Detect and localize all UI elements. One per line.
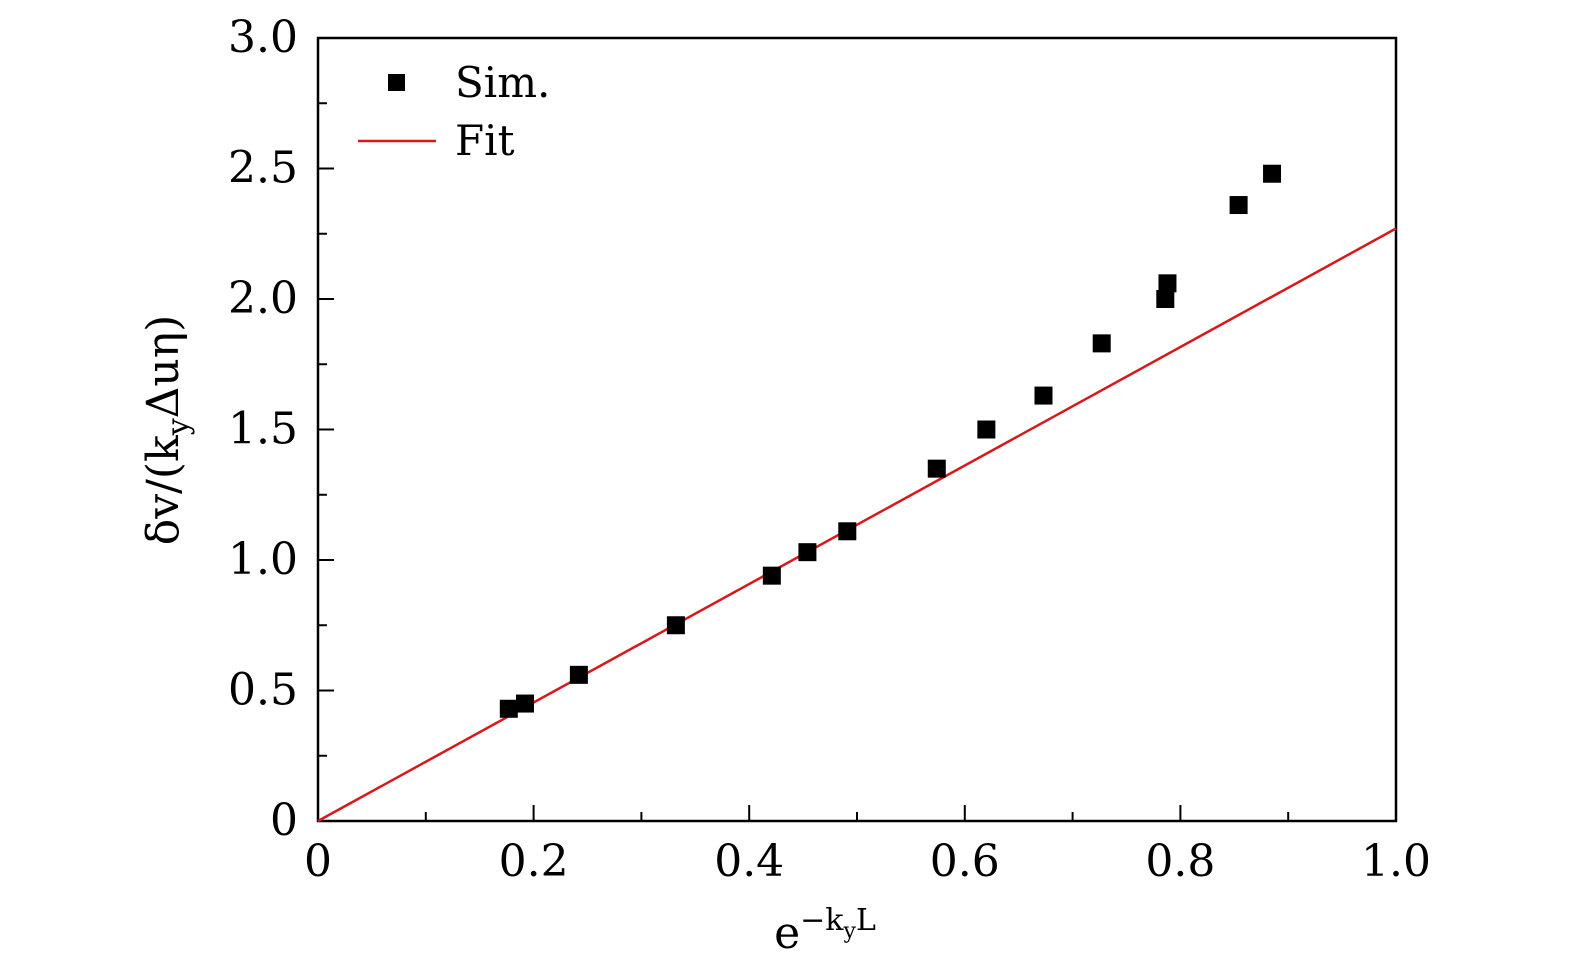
sim-point xyxy=(515,694,534,713)
y-axis-label-tail: Δuη) xyxy=(138,315,189,419)
sim-point xyxy=(838,522,857,541)
y-axis-label-sub: y xyxy=(161,418,196,436)
legend-marker-sim xyxy=(388,74,405,91)
y-axis-label: δv/(kyΔuη) xyxy=(138,315,196,546)
sim-point xyxy=(1034,386,1053,405)
sim-point xyxy=(666,616,685,635)
sim-point xyxy=(499,699,518,718)
y-tick-label: 2.0 xyxy=(228,273,298,324)
y-axis-label-base: δv/(k xyxy=(138,435,189,545)
sim-point xyxy=(1156,290,1175,308)
y-tick-label: 1.0 xyxy=(228,534,298,585)
sim-point xyxy=(569,665,588,684)
x-axis-label-exponent: −k xyxy=(800,903,844,938)
y-tick-label: 1.5 xyxy=(228,404,298,455)
x-tick-label: 0.6 xyxy=(930,836,1000,887)
sim-point xyxy=(927,459,946,478)
y-tick-label: 2.5 xyxy=(228,143,298,194)
y-tick-label: 0.5 xyxy=(228,665,298,716)
sim-point xyxy=(798,543,817,562)
sim-point xyxy=(977,420,996,439)
x-axis-label: e−kyL xyxy=(774,903,876,959)
series-layer xyxy=(317,164,1397,823)
x-axis-ticks xyxy=(317,805,1397,821)
fit-line xyxy=(317,227,1397,823)
sim-point xyxy=(1263,164,1282,183)
y-axis-ticks xyxy=(318,37,334,822)
sim-point xyxy=(762,566,781,585)
legend: Sim. Fit xyxy=(358,58,550,165)
sim-point xyxy=(1092,334,1111,353)
y-tick-label: 0 xyxy=(270,795,298,846)
x-tick-label: 0 xyxy=(304,836,332,887)
x-axis-label-exponent-tail: L xyxy=(856,903,876,938)
sim-point xyxy=(1229,196,1248,215)
x-axis-label-base: e xyxy=(774,908,800,959)
x-axis-label-exponent-sub: y xyxy=(843,919,857,944)
sim-point xyxy=(1158,274,1177,293)
x-tick-label: 1.0 xyxy=(1361,836,1431,887)
x-tick-label: 0.2 xyxy=(499,836,569,887)
legend-label-sim: Sim. xyxy=(455,58,550,107)
x-axis-tick-labels: 0 0.2 0.4 0.6 0.8 1.0 xyxy=(304,836,1431,887)
x-tick-label: 0.8 xyxy=(1145,836,1215,887)
x-tick-label: 0.4 xyxy=(714,836,784,887)
legend-label-fit: Fit xyxy=(455,116,515,165)
y-tick-label: 3.0 xyxy=(228,12,298,63)
y-axis-tick-labels: 0 0.5 1.0 1.5 2.0 2.5 3.0 xyxy=(228,12,298,846)
